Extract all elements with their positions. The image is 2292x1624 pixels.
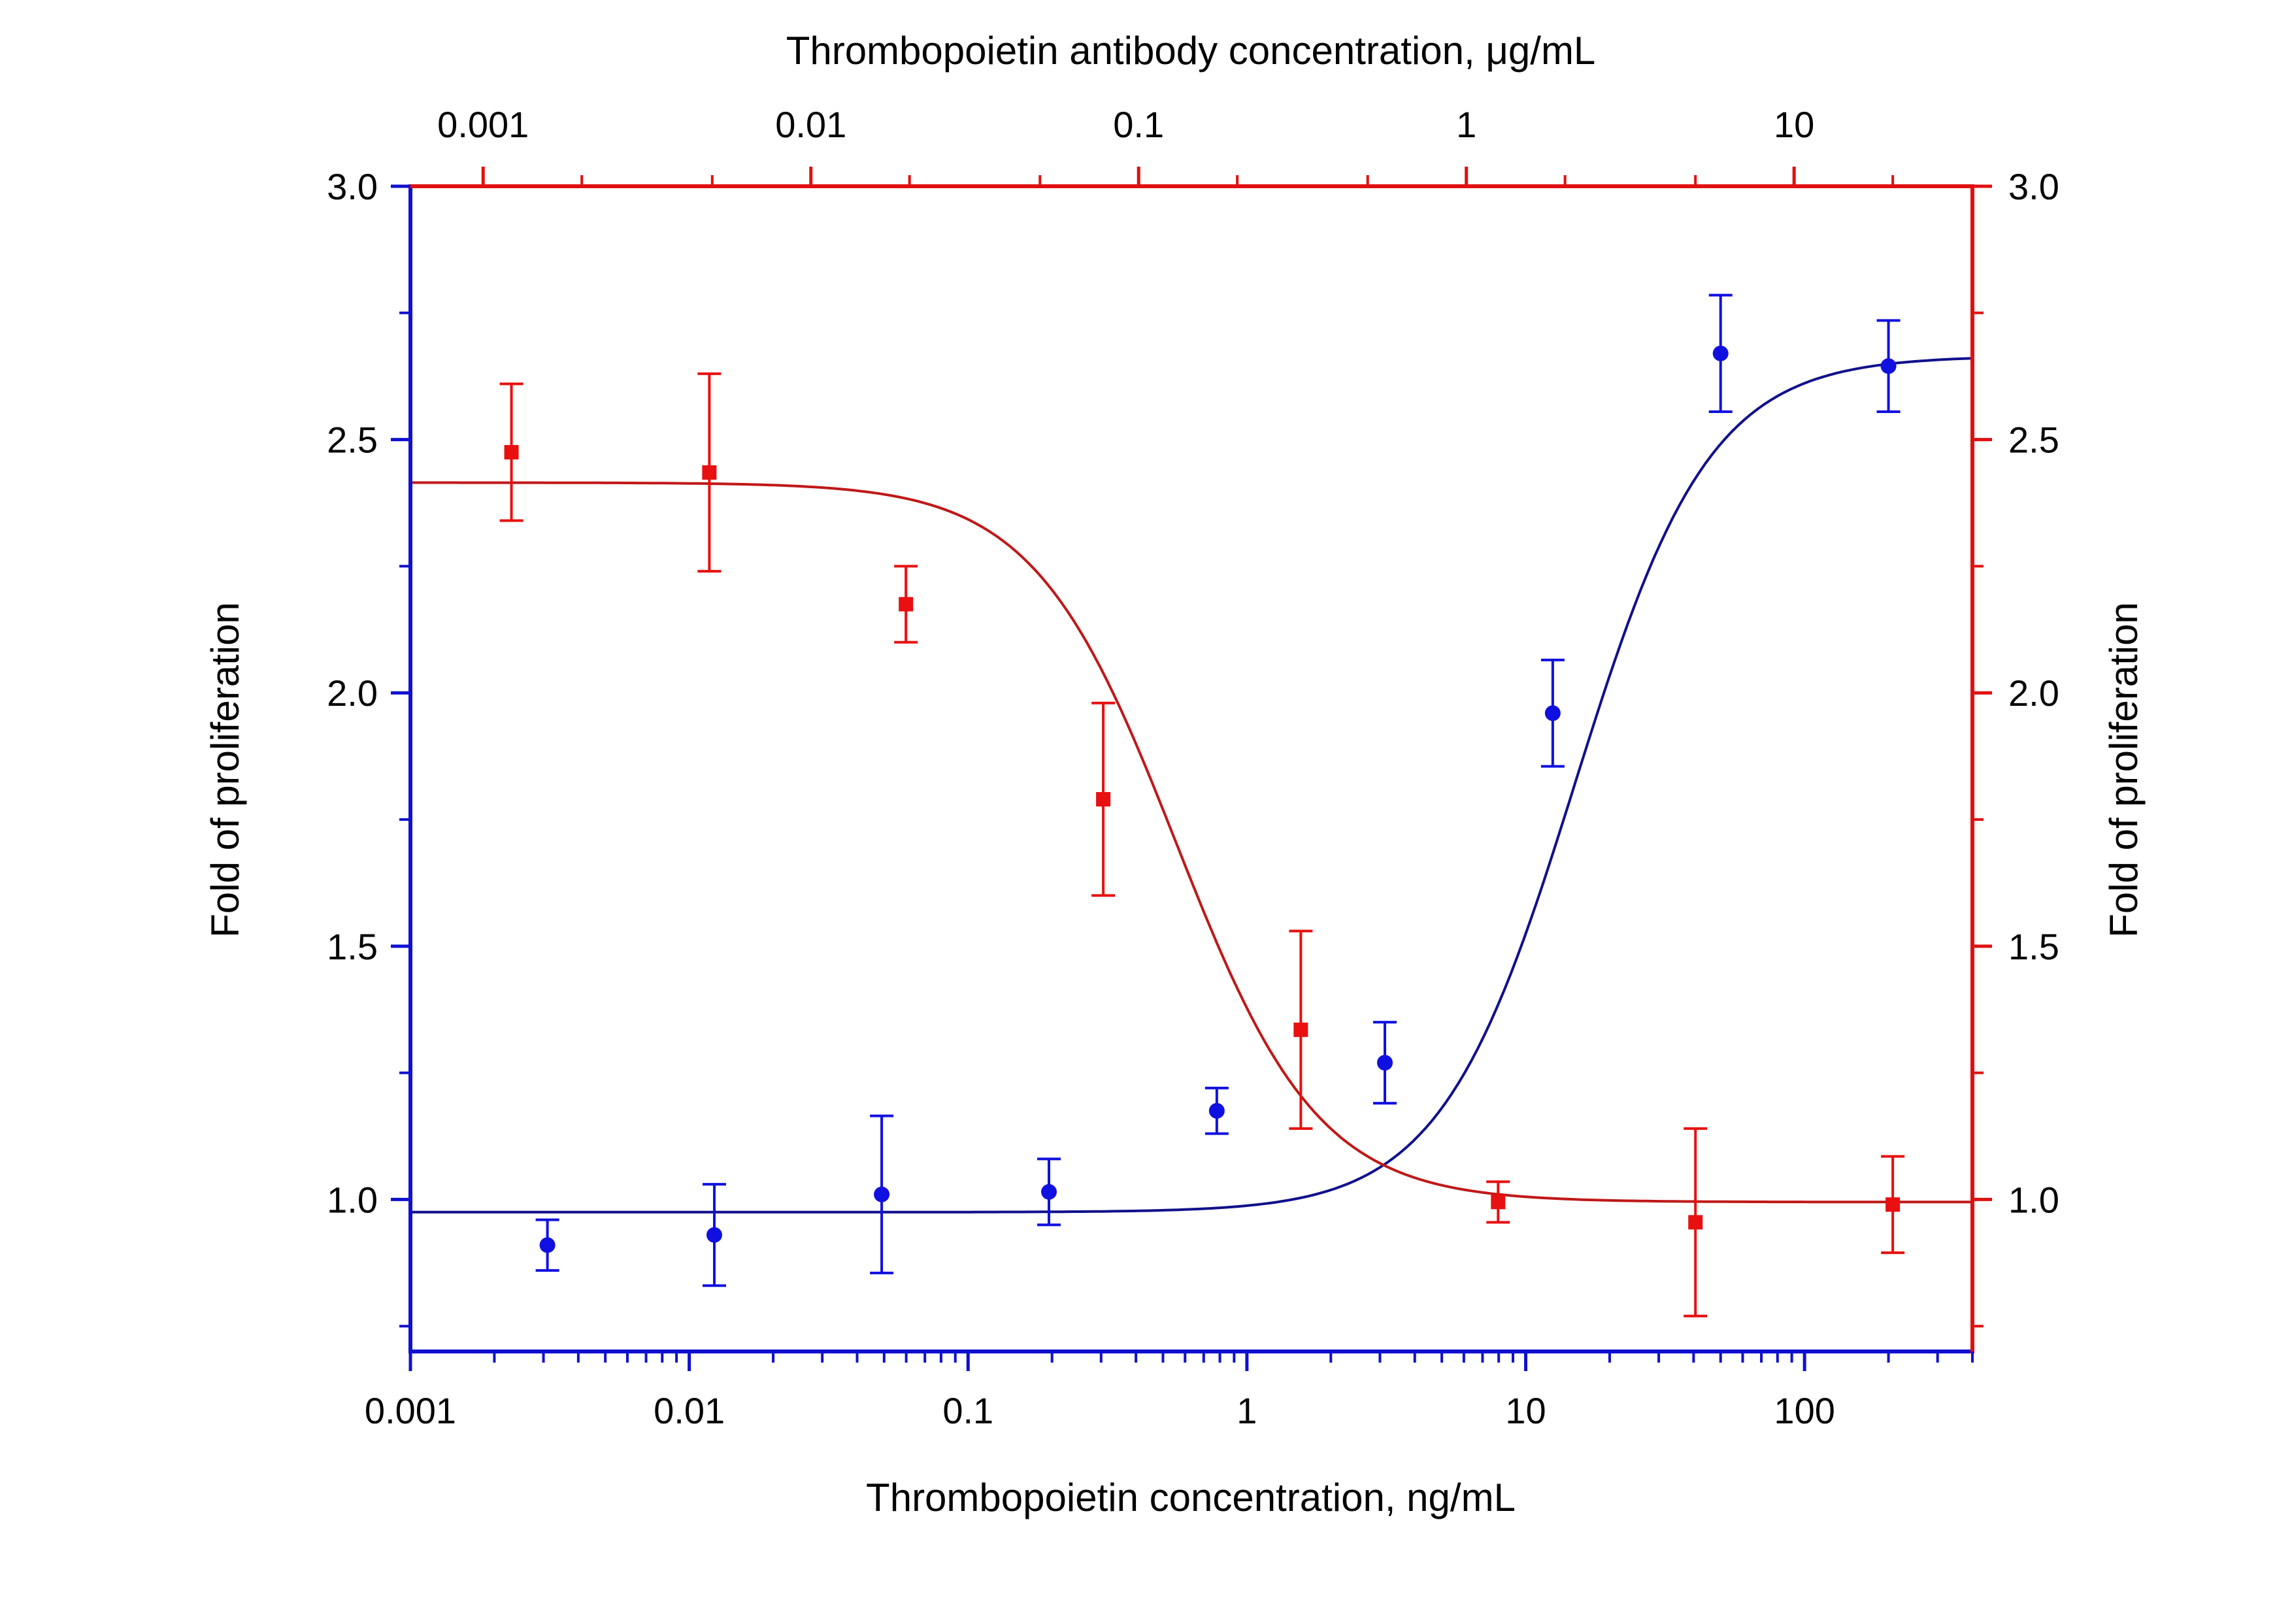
bottom-axis-title: Thrombopoietin concentration, ng/mL <box>866 1476 1516 1519</box>
blue-data-point <box>706 1227 722 1243</box>
bottom-tick-label: 100 <box>1774 1390 1835 1431</box>
red-data-point <box>504 444 519 459</box>
blue-data-point <box>1377 1055 1393 1071</box>
right-tick-label: 1.0 <box>2008 1179 2059 1220</box>
top-tick-label: 0.1 <box>1113 104 1164 145</box>
red-data-point <box>1688 1215 1703 1230</box>
blue-fit-curve <box>410 357 1973 1214</box>
blue-data-point <box>1544 705 1561 721</box>
top-tick-label: 0.001 <box>437 104 529 145</box>
bottom-tick-label: 1 <box>1237 1390 1257 1431</box>
right-axis-title: Fold of proliferation <box>2102 602 2146 938</box>
red-data-point <box>899 597 914 612</box>
left-tick-label: 2.0 <box>327 672 378 714</box>
bottom-tick-label: 10 <box>1505 1390 1546 1431</box>
red-data-point <box>702 465 717 480</box>
top-tick-label: 0.01 <box>775 104 846 145</box>
bottom-tick-label: 0.001 <box>365 1390 456 1431</box>
blue-data-point <box>1040 1184 1057 1200</box>
right-tick-label: 3.0 <box>2008 166 2059 207</box>
red-data-point <box>1293 1022 1308 1037</box>
red-fit-curve <box>410 481 1972 1204</box>
blue-data-point <box>1712 345 1729 361</box>
blue-data-point <box>1208 1102 1225 1119</box>
left-tick-label: 3.0 <box>327 166 378 207</box>
blue-data-point <box>539 1237 556 1253</box>
left-tick-label: 1.5 <box>327 926 378 967</box>
bottom-tick-label: 0.01 <box>654 1390 725 1431</box>
left-tick-label: 1.0 <box>327 1179 378 1220</box>
bottom-tick-label: 0.1 <box>942 1390 993 1431</box>
right-tick-label: 1.5 <box>2008 926 2059 967</box>
red-data-point <box>1885 1197 1901 1212</box>
red-data-point <box>1491 1195 1506 1210</box>
left-axis-title: Fold of proliferation <box>203 602 247 938</box>
blue-data-point <box>874 1186 890 1202</box>
left-tick-label: 2.5 <box>327 420 378 461</box>
blue-data-point <box>1880 358 1897 374</box>
red-data-point <box>1096 792 1111 807</box>
top-tick-label: 1 <box>1456 104 1476 145</box>
top-tick-label: 10 <box>1774 104 1814 145</box>
top-axis-title: Thrombopoietin antibody concentration, μ… <box>786 29 1596 73</box>
right-tick-label: 2.0 <box>2008 672 2059 714</box>
right-tick-label: 2.5 <box>2008 420 2059 461</box>
